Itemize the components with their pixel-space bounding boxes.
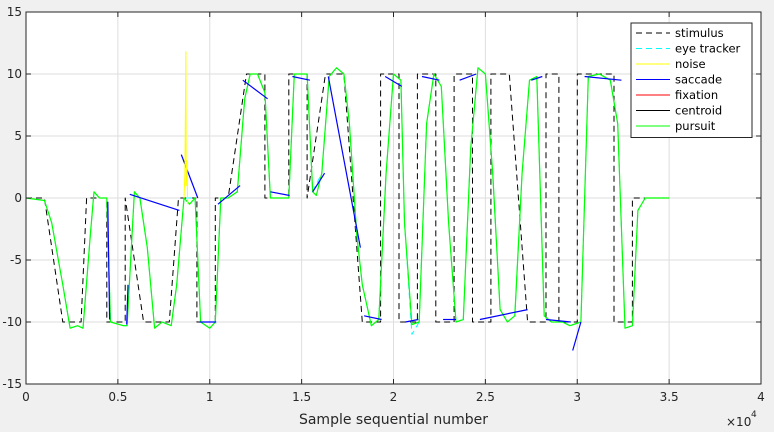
pursuit-line xyxy=(25,67,670,329)
saccade-segment xyxy=(545,318,571,323)
y-tick-label: -10 xyxy=(2,315,22,329)
y-tick-label: 0 xyxy=(14,191,22,205)
legend-label: fixation xyxy=(675,88,718,102)
x-axis-label: Sample sequential number xyxy=(299,412,488,428)
saccade-segment xyxy=(421,75,440,81)
x-tick-label: 4 xyxy=(757,390,765,404)
saccade-segment xyxy=(584,75,622,81)
saccade-segment xyxy=(126,284,129,325)
x-exponent-power: 4 xyxy=(751,410,757,420)
y-tick-label: 5 xyxy=(14,129,22,143)
saccade-segment xyxy=(479,309,528,321)
saccade-segment xyxy=(292,75,311,81)
x-tick-label: 2 xyxy=(390,390,398,404)
legend-label: stimulus xyxy=(675,26,724,40)
x-exponent-base: ×10 xyxy=(726,415,751,429)
saccade-segment xyxy=(242,79,268,100)
saccade-segment xyxy=(107,201,111,320)
saccade-segment xyxy=(572,321,582,351)
x-tick-label: 1.5 xyxy=(292,390,311,404)
legend-label: eye tracker xyxy=(675,42,741,56)
saccade-segment xyxy=(327,76,361,248)
saccade-segment xyxy=(270,191,290,197)
stimulus-line xyxy=(26,73,670,323)
x-tick-label: 3.5 xyxy=(660,390,679,404)
y-tick-label: -15 xyxy=(2,377,22,391)
saccade-segment xyxy=(129,193,180,211)
saccade-segment xyxy=(180,154,199,199)
saccade-segment xyxy=(363,315,382,321)
legend-label: pursuit xyxy=(675,119,716,133)
x-tick-label: 0 xyxy=(22,390,30,404)
x-tick-label: 0.5 xyxy=(108,390,127,404)
y-tick-label: 10 xyxy=(7,67,22,81)
x-tick-label: 2.5 xyxy=(476,390,495,404)
saccade-segment xyxy=(459,73,477,81)
noise-line xyxy=(183,51,189,205)
data-series xyxy=(25,51,670,351)
y-tick-label: 15 xyxy=(7,5,22,19)
saccade-segment xyxy=(384,75,403,87)
legend-label: noise xyxy=(675,57,706,71)
x-tick-label: 3 xyxy=(573,390,581,404)
x-axis-exponent: ×10 4 xyxy=(726,410,757,429)
legend-box xyxy=(630,22,753,138)
y-tick-label: -5 xyxy=(10,253,22,267)
axis-ticks: 0 0.5 1 1.5 2 2.5 3 3.5 4 -15 -10 -5 0 5 10 15 xyxy=(2,5,764,404)
legend-label: saccade xyxy=(675,73,722,87)
saccade-segment xyxy=(217,185,241,205)
legend-label: centroid xyxy=(675,104,722,118)
saccade-segment xyxy=(405,318,419,323)
x-tick-label: 1 xyxy=(206,390,214,404)
saccade-segment xyxy=(531,75,543,81)
saccade-segment xyxy=(312,172,326,193)
